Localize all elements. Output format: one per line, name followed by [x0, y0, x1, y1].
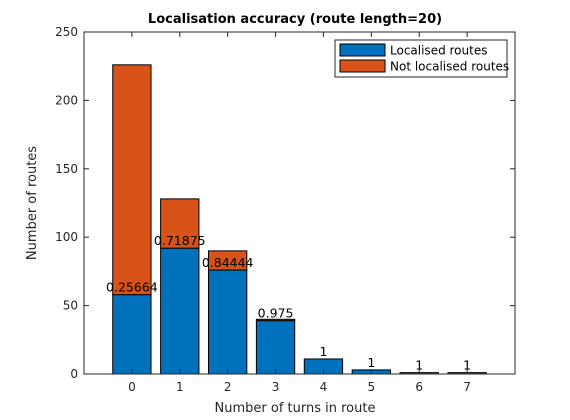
- legend-label-not-localised: Not localised routes: [390, 60, 509, 74]
- bar-not-localised-0: [112, 64, 152, 296]
- x-tick-label-2: 2: [224, 380, 232, 394]
- data-label-4: 1: [319, 344, 327, 359]
- data-label-7: 1: [463, 358, 471, 373]
- y-tick-label-250: 250: [55, 25, 78, 39]
- data-label-5: 1: [367, 355, 375, 370]
- x-tick-label-5: 5: [368, 380, 376, 394]
- data-label-6: 1: [415, 358, 423, 373]
- bar-not-localised-2: [208, 250, 248, 271]
- chart-title: Localisation accuracy (route length=20): [148, 12, 442, 27]
- bar-localised-3: [255, 320, 296, 375]
- y-axis-label: Number of routes: [25, 146, 40, 260]
- x-tick-label-1: 1: [176, 380, 184, 394]
- data-label-3: 0.975: [258, 306, 294, 321]
- y-tick-label-150: 150: [55, 162, 78, 176]
- legend: Localised routes Not localised routes: [334, 39, 509, 78]
- data-label-1: 0.71875: [154, 233, 206, 248]
- legend-swatch-localised: [339, 43, 386, 57]
- x-axis-label: Number of turns in route: [215, 401, 376, 416]
- plot-background: [84, 32, 515, 374]
- legend-swatch-not-localised: [339, 59, 386, 73]
- bar-localised-0: [112, 294, 152, 375]
- x-tick-label-7: 7: [463, 380, 471, 394]
- y-tick-label-50: 50: [63, 299, 78, 313]
- bar-localised-2: [208, 269, 248, 375]
- x-tick-label-6: 6: [415, 380, 423, 394]
- data-label-0: 0.25664: [106, 280, 158, 295]
- x-tick-label-0: 0: [128, 380, 136, 394]
- bar-localised-1: [160, 247, 200, 375]
- bar-not-localised-3: [255, 318, 296, 322]
- axes-box: [83, 31, 516, 375]
- y-tick-label-200: 200: [55, 93, 78, 107]
- x-tick-label-4: 4: [320, 380, 328, 394]
- data-label-2: 0.84444: [202, 255, 254, 270]
- y-tick-label-0: 0: [70, 367, 78, 381]
- bar-not-localised-1: [160, 198, 200, 249]
- x-tick-label-3: 3: [272, 380, 280, 394]
- y-tick-label-100: 100: [55, 230, 78, 244]
- legend-label-localised: Localised routes: [390, 44, 487, 58]
